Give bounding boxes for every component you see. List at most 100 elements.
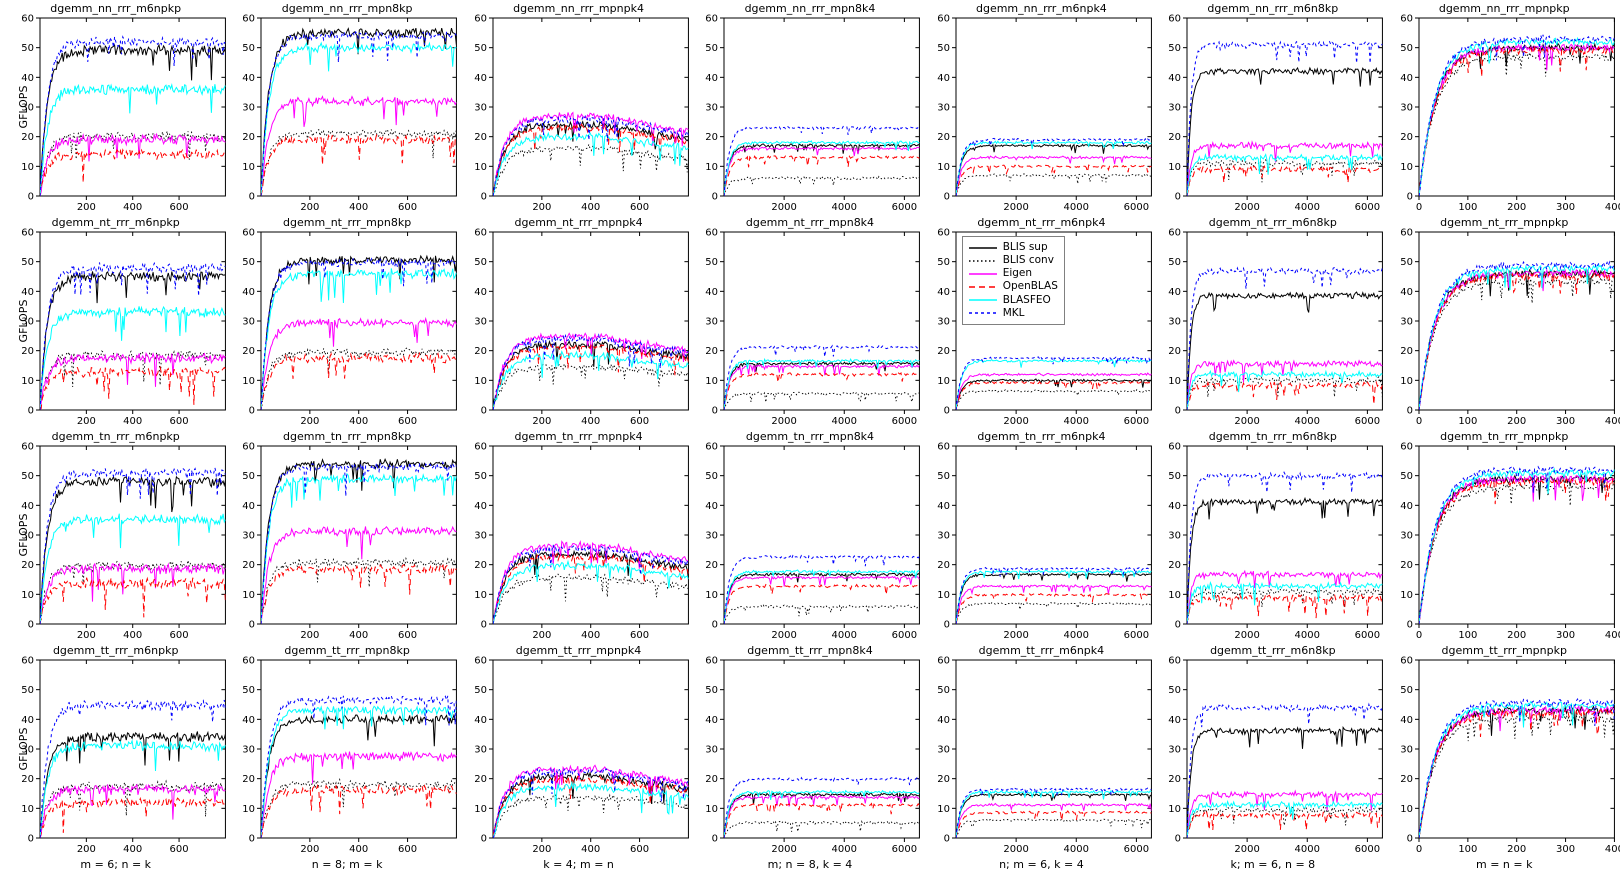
svg-text:400: 400 xyxy=(123,416,142,427)
panel-title: dgemm_tn_rrr_mpn8k4 xyxy=(694,430,925,443)
svg-text:400: 400 xyxy=(581,630,600,641)
panel-tt-mpnpkp: dgemm_tt_rrr_mpnpkp010203040506001002003… xyxy=(1389,642,1620,856)
series-blasfeo xyxy=(261,706,456,838)
panel-tt-mpn8kp: dgemm_tt_rrr_mpn8kp010203040506020040060… xyxy=(231,642,462,856)
svg-text:6000: 6000 xyxy=(1355,202,1380,213)
svg-text:0: 0 xyxy=(943,405,949,416)
series-blasfeo xyxy=(1419,469,1614,624)
series-blis-sup xyxy=(1187,727,1382,838)
legend-label: MKL xyxy=(1003,307,1025,320)
col-xlabel-1: n = 8; m = k xyxy=(231,856,462,874)
svg-text:20: 20 xyxy=(474,132,487,143)
panel-svg: 0102030405060200040006000 xyxy=(1157,642,1388,856)
svg-text:60: 60 xyxy=(1400,228,1413,239)
svg-text:200: 200 xyxy=(301,416,320,427)
svg-text:40: 40 xyxy=(706,715,719,726)
svg-text:10: 10 xyxy=(937,590,950,601)
svg-text:6000: 6000 xyxy=(892,844,917,855)
svg-text:20: 20 xyxy=(21,132,34,143)
panel-title: dgemm_tn_rrr_mpnpk4 xyxy=(463,430,694,443)
svg-text:60: 60 xyxy=(1400,14,1413,25)
panel-svg: 0102030405060200400600 xyxy=(231,642,462,856)
series-blis-sup xyxy=(493,773,688,838)
panel-title: dgemm_nn_rrr_mpnpkp xyxy=(1389,2,1620,15)
panel-svg: 0102030405060200040006000 xyxy=(694,214,925,428)
panel-title: dgemm_tt_rrr_mpn8k4 xyxy=(694,644,925,657)
series-eigen xyxy=(40,564,225,624)
svg-text:400: 400 xyxy=(350,202,369,213)
series-mkl xyxy=(1419,699,1614,838)
svg-text:4000: 4000 xyxy=(1295,202,1320,213)
svg-text:6000: 6000 xyxy=(1123,630,1148,641)
svg-text:50: 50 xyxy=(21,471,34,482)
ylabel: GFLOPS xyxy=(17,728,30,771)
svg-text:200: 200 xyxy=(301,630,320,641)
series-blasfeo xyxy=(261,268,456,410)
panel-nn-mpn8k4: dgemm_nn_rrr_mpn8k4010203040506020004000… xyxy=(694,0,925,214)
svg-text:50: 50 xyxy=(474,471,487,482)
legend-entry-blis-conv: BLIS conv xyxy=(969,254,1058,267)
svg-text:20: 20 xyxy=(706,560,719,571)
svg-text:20: 20 xyxy=(21,560,34,571)
series-openblas xyxy=(724,585,919,624)
svg-text:60: 60 xyxy=(243,442,256,453)
svg-text:60: 60 xyxy=(243,14,256,25)
series-blis-conv xyxy=(1187,807,1382,838)
panel-svg: 01020304050600100200300400 xyxy=(1389,428,1620,642)
svg-text:60: 60 xyxy=(706,656,719,667)
svg-text:30: 30 xyxy=(706,102,719,113)
series-openblas xyxy=(956,381,1151,410)
series-blis-conv xyxy=(956,819,1151,838)
svg-text:2000: 2000 xyxy=(1003,416,1028,427)
svg-text:10: 10 xyxy=(1168,590,1181,601)
svg-text:0: 0 xyxy=(1415,630,1421,641)
svg-text:0: 0 xyxy=(480,619,486,630)
svg-text:40: 40 xyxy=(706,501,719,512)
svg-text:2000: 2000 xyxy=(1003,202,1028,213)
series-blasfeo xyxy=(493,351,688,409)
svg-text:60: 60 xyxy=(21,228,34,239)
svg-text:40: 40 xyxy=(243,715,256,726)
panel-nt-mpnpkp: dgemm_nt_rrr_mpnpkp010203040506001002003… xyxy=(1389,214,1620,428)
series-blis-conv xyxy=(956,390,1151,410)
panel-title: dgemm_tt_rrr_mpn8kp xyxy=(231,644,462,657)
panel-svg: 0102030405060200400600 xyxy=(231,0,462,214)
svg-text:2000: 2000 xyxy=(1235,630,1260,641)
svg-text:50: 50 xyxy=(1400,43,1413,54)
panel-svg: 0102030405060200400600 xyxy=(0,642,231,856)
panel-title: dgemm_nn_rrr_mpnpk4 xyxy=(463,2,694,15)
svg-text:600: 600 xyxy=(398,202,417,213)
svg-text:200: 200 xyxy=(1507,844,1526,855)
series-eigen xyxy=(40,784,225,837)
series-blis-sup xyxy=(40,477,225,624)
svg-text:50: 50 xyxy=(706,471,719,482)
series-eigen xyxy=(724,365,919,410)
series-blis-conv xyxy=(1187,377,1382,410)
svg-text:10: 10 xyxy=(1168,162,1181,173)
svg-text:0: 0 xyxy=(1175,405,1181,416)
svg-text:6000: 6000 xyxy=(1123,844,1148,855)
svg-text:30: 30 xyxy=(706,744,719,755)
svg-text:20: 20 xyxy=(243,560,256,571)
svg-text:200: 200 xyxy=(1507,416,1526,427)
svg-text:100: 100 xyxy=(1458,844,1477,855)
svg-text:20: 20 xyxy=(474,774,487,785)
svg-text:4000: 4000 xyxy=(1295,630,1320,641)
svg-text:50: 50 xyxy=(1168,471,1181,482)
panel-title: dgemm_tn_rrr_m6npkp xyxy=(0,430,231,443)
series-openblas xyxy=(956,165,1151,196)
svg-text:0: 0 xyxy=(249,833,255,844)
series-mkl xyxy=(261,259,456,410)
panel-nn-m6npkp: dgemm_nn_rrr_m6npkpGFLOPS010203040506020… xyxy=(0,0,231,214)
series-openblas xyxy=(40,798,225,838)
series-openblas xyxy=(40,367,225,410)
panel-svg: 0102030405060200040006000 xyxy=(1157,428,1388,642)
col-xlabel-2: k = 4; m = n xyxy=(463,856,694,874)
svg-text:600: 600 xyxy=(398,844,417,855)
series-blasfeo xyxy=(956,360,1151,410)
series-openblas xyxy=(724,803,919,838)
svg-text:0: 0 xyxy=(712,833,718,844)
series-eigen xyxy=(40,353,225,410)
legend-entry-openblas: OpenBLAS xyxy=(969,280,1058,293)
series-mkl xyxy=(724,126,919,196)
